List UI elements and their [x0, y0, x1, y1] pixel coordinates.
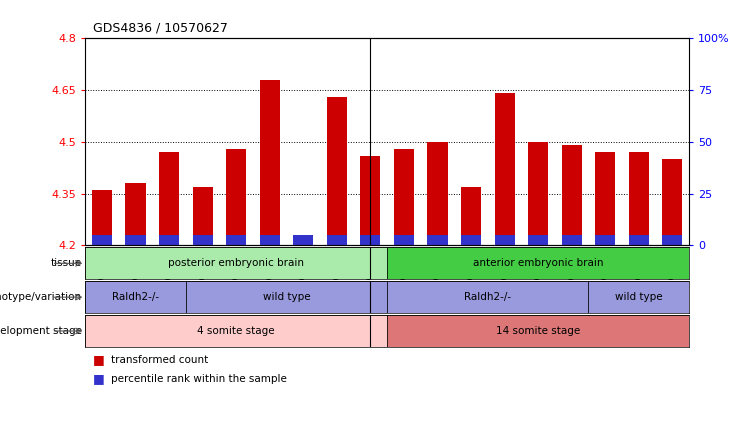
Text: wild type: wild type — [615, 292, 662, 302]
Text: 4 somite stage: 4 somite stage — [197, 326, 275, 336]
Bar — [193, 187, 213, 245]
Bar — [226, 235, 246, 245]
Bar — [461, 235, 481, 245]
Bar — [595, 152, 615, 245]
Text: posterior embryonic brain: posterior embryonic brain — [168, 258, 305, 268]
Text: transformed count: transformed count — [111, 354, 208, 365]
Bar — [360, 235, 380, 245]
Text: GDS4836 / 10570627: GDS4836 / 10570627 — [93, 21, 227, 34]
Text: genotype/variation: genotype/variation — [0, 292, 82, 302]
Bar — [293, 239, 313, 245]
Text: Raldh2-/-: Raldh2-/- — [112, 292, 159, 302]
Text: wild type: wild type — [263, 292, 310, 302]
Bar — [159, 152, 179, 245]
Bar — [327, 97, 347, 245]
Bar — [562, 145, 582, 245]
Bar — [628, 152, 649, 245]
Bar — [85, 247, 387, 279]
Bar — [595, 235, 615, 245]
Bar — [125, 235, 145, 245]
Bar — [628, 235, 649, 245]
Bar — [387, 315, 689, 347]
Text: Raldh2-/-: Raldh2-/- — [465, 292, 511, 302]
Bar — [85, 281, 186, 313]
Bar — [562, 235, 582, 245]
Bar — [394, 235, 414, 245]
Bar — [159, 235, 179, 245]
Bar — [92, 190, 112, 245]
Text: percentile rank within the sample: percentile rank within the sample — [111, 374, 287, 384]
Bar — [662, 159, 682, 245]
Text: ■: ■ — [93, 353, 104, 366]
Bar — [85, 315, 387, 347]
Bar — [226, 148, 246, 245]
Bar — [394, 148, 414, 245]
Bar — [327, 235, 347, 245]
Bar — [528, 235, 548, 245]
Bar — [125, 183, 145, 245]
Text: ■: ■ — [93, 372, 104, 385]
Bar — [259, 235, 280, 245]
Bar — [92, 235, 112, 245]
Bar — [588, 281, 689, 313]
Bar — [494, 235, 515, 245]
Text: anterior embryonic brain: anterior embryonic brain — [473, 258, 603, 268]
Bar — [259, 80, 280, 245]
Text: development stage: development stage — [0, 326, 82, 336]
Text: 14 somite stage: 14 somite stage — [496, 326, 580, 336]
Bar — [461, 187, 481, 245]
Bar — [360, 156, 380, 245]
Bar — [186, 281, 387, 313]
Bar — [528, 142, 548, 245]
Bar — [193, 235, 213, 245]
Bar — [387, 247, 689, 279]
Bar — [494, 93, 515, 245]
Bar — [662, 235, 682, 245]
Bar — [428, 235, 448, 245]
Bar — [387, 281, 588, 313]
Bar — [428, 142, 448, 245]
Text: tissue: tissue — [50, 258, 82, 268]
Bar — [293, 235, 313, 245]
